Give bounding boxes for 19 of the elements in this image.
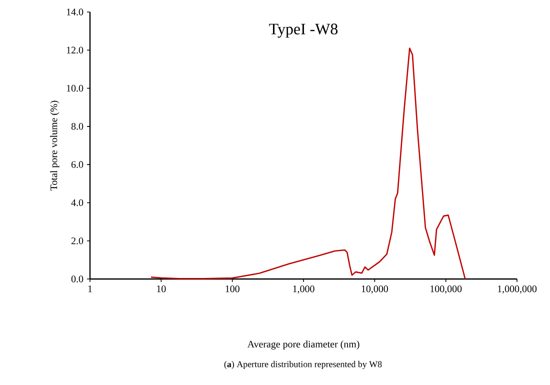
x-tick-label: 100,000 <box>430 286 462 294</box>
y-tick-label: 2.0 <box>71 237 84 244</box>
y-tick-label: 6.0 <box>71 161 84 168</box>
y-tick-label: 4.0 <box>71 199 84 206</box>
y-tick-label: 8.0 <box>71 123 84 130</box>
x-tick-label: 100 <box>226 286 240 292</box>
x-tick-label: 10,000 <box>362 286 388 294</box>
y-tick-label: 10.0 <box>66 84 84 92</box>
x-tick-label: 1 <box>88 286 92 292</box>
x-tick-label: 10 <box>157 286 166 292</box>
x-axis-title: Average pore diameter (nm) <box>247 340 360 350</box>
y-tick-label: 12.0 <box>66 46 84 54</box>
x-tick-label: 1,000 <box>293 286 314 294</box>
text: (a) Aperture distribution represented by W8 <box>224 360 382 370</box>
y-tick-label: 14.0 <box>66 8 84 16</box>
y-axis-title: Total pore volume (%) <box>50 100 60 190</box>
x-tick-label: 1,000,000 <box>498 286 537 294</box>
text: TypeI -W8 <box>269 24 338 38</box>
y-tick-label: 0.0 <box>71 276 84 282</box>
